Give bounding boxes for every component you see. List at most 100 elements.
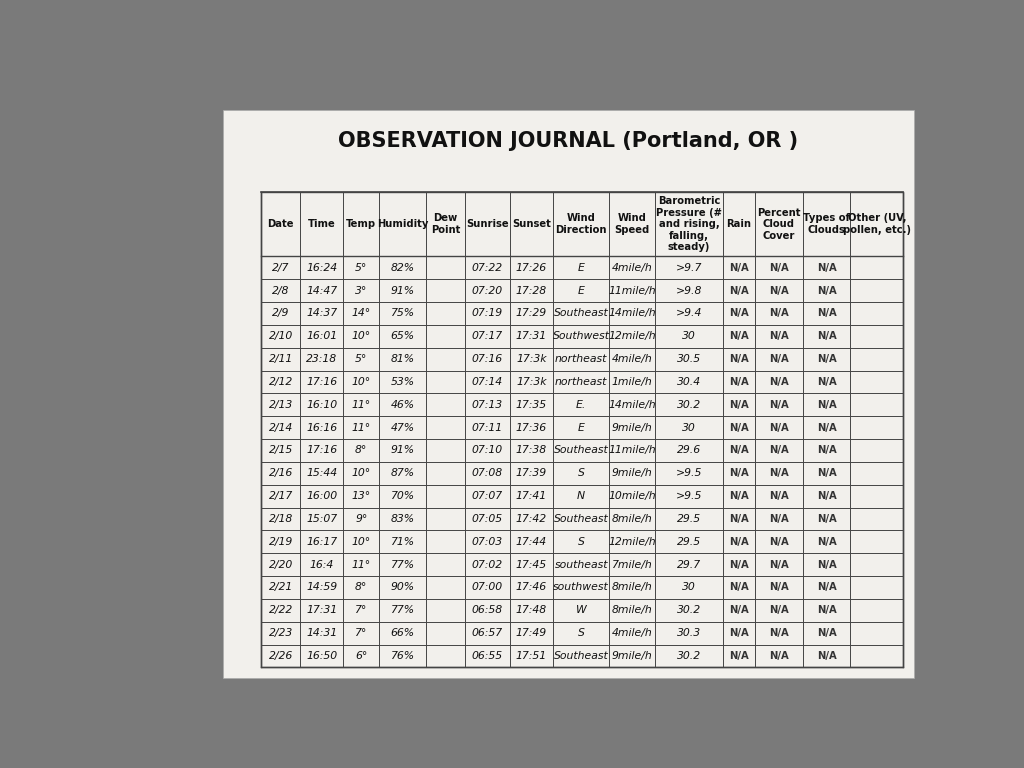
Text: 53%: 53% (390, 377, 415, 387)
Text: 17:39: 17:39 (516, 468, 547, 478)
Text: 17:26: 17:26 (516, 263, 547, 273)
Text: 8mile/h: 8mile/h (612, 514, 652, 524)
Text: 07:08: 07:08 (472, 468, 503, 478)
Text: >9.7: >9.7 (676, 263, 702, 273)
Text: 10°: 10° (351, 331, 371, 341)
Text: 8°: 8° (355, 582, 368, 592)
Text: 29.5: 29.5 (677, 537, 701, 547)
Text: 2/16: 2/16 (268, 468, 293, 478)
Text: 30: 30 (682, 331, 696, 341)
Text: northeast: northeast (555, 377, 607, 387)
Text: 17:16: 17:16 (306, 377, 337, 387)
Text: N/A: N/A (817, 605, 837, 615)
Text: 29.5: 29.5 (677, 514, 701, 524)
Text: 16:10: 16:10 (306, 400, 337, 410)
Text: 9mile/h: 9mile/h (612, 422, 652, 432)
Text: 14mile/h: 14mile/h (608, 309, 656, 319)
Text: N/A: N/A (769, 605, 788, 615)
Text: 07:20: 07:20 (472, 286, 503, 296)
Text: 4mile/h: 4mile/h (612, 263, 652, 273)
Text: 12mile/h: 12mile/h (608, 537, 656, 547)
Text: N/A: N/A (729, 263, 749, 273)
Text: 14mile/h: 14mile/h (608, 400, 656, 410)
Text: N/A: N/A (817, 445, 837, 455)
Text: Rain: Rain (726, 220, 752, 230)
Text: 17:38: 17:38 (516, 445, 547, 455)
Text: 13°: 13° (351, 491, 371, 502)
Text: E: E (578, 422, 585, 432)
Text: 30.2: 30.2 (677, 400, 701, 410)
Text: N/A: N/A (729, 468, 749, 478)
Text: 07:05: 07:05 (472, 514, 503, 524)
Text: 16:50: 16:50 (306, 651, 337, 661)
Text: 17:48: 17:48 (516, 605, 547, 615)
Text: N/A: N/A (729, 400, 749, 410)
Text: 16:00: 16:00 (306, 491, 337, 502)
Text: 15:44: 15:44 (306, 468, 337, 478)
Text: N/A: N/A (817, 582, 837, 592)
Text: 30.3: 30.3 (677, 628, 701, 638)
Text: 87%: 87% (390, 468, 415, 478)
Text: N/A: N/A (729, 491, 749, 502)
Text: 6°: 6° (355, 651, 368, 661)
Text: 30.2: 30.2 (677, 605, 701, 615)
Text: Types of
Clouds: Types of Clouds (803, 214, 850, 235)
Text: N/A: N/A (769, 491, 788, 502)
Text: 11°: 11° (351, 422, 371, 432)
Text: N/A: N/A (729, 309, 749, 319)
Text: 10°: 10° (351, 537, 371, 547)
Bar (261, 192, 903, 667)
Text: 5°: 5° (355, 263, 368, 273)
Text: 30.2: 30.2 (677, 651, 701, 661)
Text: 12mile/h: 12mile/h (608, 331, 656, 341)
Text: N/A: N/A (729, 377, 749, 387)
Text: 8°: 8° (355, 445, 368, 455)
Text: 06:55: 06:55 (472, 651, 503, 661)
Text: 65%: 65% (390, 331, 415, 341)
Text: >9.5: >9.5 (676, 491, 702, 502)
Text: S: S (578, 628, 585, 638)
Text: Sunset: Sunset (512, 220, 551, 230)
Text: Southeast: Southeast (554, 651, 608, 661)
Text: 77%: 77% (390, 605, 415, 615)
Text: 81%: 81% (390, 354, 415, 364)
Text: 14:31: 14:31 (306, 628, 337, 638)
Text: 15:07: 15:07 (306, 514, 337, 524)
Text: 90%: 90% (390, 582, 415, 592)
Text: Other (UV,
pollen, etc.): Other (UV, pollen, etc.) (843, 214, 910, 235)
Text: E: E (578, 263, 585, 273)
Text: N/A: N/A (769, 628, 788, 638)
Text: 07:13: 07:13 (472, 400, 503, 410)
Text: E: E (578, 286, 585, 296)
Text: Southwest: Southwest (553, 331, 609, 341)
Text: Humidity: Humidity (377, 220, 428, 230)
Text: 16:16: 16:16 (306, 422, 337, 432)
Text: N/A: N/A (729, 628, 749, 638)
Text: N/A: N/A (817, 263, 837, 273)
Text: 2/12: 2/12 (268, 377, 293, 387)
Text: 06:57: 06:57 (472, 628, 503, 638)
Text: 07:00: 07:00 (472, 582, 503, 592)
Text: 2/23: 2/23 (268, 628, 293, 638)
Text: Dew
Point: Dew Point (431, 214, 461, 235)
Text: 1mile/h: 1mile/h (612, 377, 652, 387)
Text: 17:44: 17:44 (516, 537, 547, 547)
Text: N/A: N/A (817, 628, 837, 638)
Text: 75%: 75% (390, 309, 415, 319)
Text: 07:10: 07:10 (472, 445, 503, 455)
Text: 9°: 9° (355, 514, 368, 524)
Text: Sunrise: Sunrise (466, 220, 509, 230)
Text: N/A: N/A (769, 354, 788, 364)
Text: N/A: N/A (769, 286, 788, 296)
Text: >9.4: >9.4 (676, 309, 702, 319)
Text: N/A: N/A (769, 331, 788, 341)
Text: Southeast: Southeast (554, 445, 608, 455)
Text: 2/14: 2/14 (268, 422, 293, 432)
Text: 17:31: 17:31 (306, 605, 337, 615)
Text: 77%: 77% (390, 560, 415, 570)
Text: 7°: 7° (355, 605, 368, 615)
Text: 10mile/h: 10mile/h (608, 491, 656, 502)
Text: 2/26: 2/26 (268, 651, 293, 661)
Text: 16:17: 16:17 (306, 537, 337, 547)
Text: 07:17: 07:17 (472, 331, 503, 341)
